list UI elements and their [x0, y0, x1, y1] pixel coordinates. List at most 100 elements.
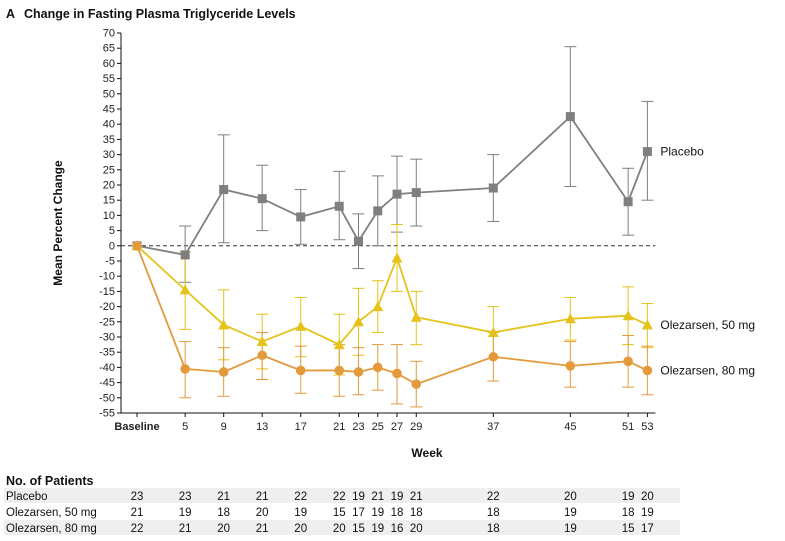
- olezarsen-80-mg-point: [623, 356, 633, 367]
- y-tick-label: 15: [103, 195, 115, 207]
- x-tick-label: 27: [391, 421, 403, 433]
- table-cell: 22: [131, 523, 144, 535]
- table-cell: 17: [641, 523, 654, 535]
- table-cell: 18: [391, 507, 404, 519]
- table-cell: 19: [564, 523, 577, 535]
- table-cell: 23: [179, 491, 192, 503]
- olezarsen-80-mg-point: [488, 351, 499, 362]
- table-cell: 21: [217, 491, 230, 503]
- table-cell: 20: [217, 523, 230, 535]
- x-axis: Baseline 5 9 13 17 21 23 25 27 29 37 45 51 53: [114, 412, 656, 433]
- table-cell: 15: [352, 523, 365, 535]
- x-tick-label: 17: [295, 421, 307, 433]
- olezarsen-50-mg-point: [179, 284, 191, 295]
- table-cell: 22: [487, 491, 500, 503]
- table-cell: 16: [391, 523, 404, 535]
- y-tick-label: 30: [103, 149, 115, 161]
- table-cell: 15: [333, 507, 346, 519]
- table-cell: 19: [391, 491, 404, 503]
- olezarsen-50-mg-point: [564, 313, 576, 324]
- x-tick-label: 23: [352, 421, 364, 433]
- placebo-point: [392, 189, 402, 199]
- table-cell: 19: [179, 507, 192, 519]
- x-tick-label: 45: [564, 421, 576, 433]
- olezarsen-80-mg-point: [353, 367, 364, 377]
- table-cell: 21: [256, 491, 269, 503]
- placebo-point: [257, 194, 267, 204]
- x-tick-label: 51: [622, 421, 634, 433]
- table-row-label: Olezarsen, 50 mg: [6, 507, 97, 519]
- patients-table-title: No. of Patients: [6, 474, 94, 488]
- patients-table: Placebo 23 23 21 21 22 22 19 21 19 21 22 20 19 20 Oleza…: [4, 488, 680, 535]
- table-row-label: Olezarsen, 80 mg: [6, 523, 97, 535]
- olezarsen-50-mg-point: [410, 311, 422, 322]
- table-cell: 21: [131, 507, 144, 519]
- placebo-label: Placebo: [660, 145, 704, 159]
- table-cell: 22: [294, 491, 307, 503]
- y-tick-label: -40: [99, 362, 115, 374]
- y-tick-label: 25: [103, 164, 115, 176]
- olezarsen-50-mg-point: [295, 320, 307, 331]
- olezarsen-50-mg-point: [256, 336, 268, 347]
- olezarsen-80-mg-point: [392, 368, 402, 379]
- y-tick-label: -45: [99, 377, 115, 389]
- placebo-point: [623, 197, 633, 207]
- olezarsen-80-mg-point: [372, 362, 383, 373]
- table-cell: 22: [333, 491, 346, 503]
- y-tick-label: -35: [99, 347, 115, 359]
- olezarsen-80-mg-point: [642, 365, 653, 376]
- table-cell: 19: [622, 491, 635, 503]
- x-tick-label: 5: [182, 421, 188, 433]
- y-tick-label: 10: [103, 210, 115, 222]
- x-tick-label: 9: [221, 421, 227, 433]
- table-cell: 21: [256, 523, 269, 535]
- placebo-point: [642, 147, 652, 157]
- olezarsen-50-mg-point: [487, 326, 499, 337]
- olezarsen-50-mg-point: [352, 316, 364, 327]
- y-tick-label: -50: [99, 392, 115, 404]
- table-cell: 18: [487, 523, 500, 535]
- x-tick-label: 29: [410, 421, 422, 433]
- chart-title: Change in Fasting Plasma Triglyceride Le…: [24, 7, 296, 21]
- y-tick-label: 50: [103, 88, 115, 100]
- x-tick-label: 25: [372, 421, 384, 433]
- series-labels: Placebo Olezarsen, 50 mg Olezarsen, 80 mg: [660, 145, 755, 378]
- placebo-point: [353, 236, 363, 246]
- olezarsen-80-mg-point: [257, 350, 267, 361]
- y-tick-label: -20: [99, 301, 115, 313]
- olezarsen-50-mg-point: [218, 319, 230, 330]
- series-lines: [136, 115, 649, 386]
- table-cell: 20: [410, 523, 423, 535]
- y-tick-label: 35: [103, 134, 115, 146]
- x-axis-title: Week: [411, 446, 442, 460]
- olezarsen-50-mg-point: [622, 310, 634, 321]
- table-cell: 19: [352, 491, 365, 503]
- placebo-point: [219, 185, 229, 195]
- y-tick-label: 60: [103, 58, 115, 70]
- table-cell: 20: [641, 491, 654, 503]
- olezarsen-80-mg-point: [218, 367, 229, 377]
- olezarsen-50-mg-point: [641, 319, 653, 330]
- olezarsen-80-mg-point: [411, 379, 422, 389]
- olezarsen-50-mg-point: [333, 339, 345, 350]
- x-tick-label: 37: [487, 421, 499, 433]
- table-cell: 18: [622, 507, 635, 519]
- placebo-point: [411, 188, 421, 198]
- table-row-band: [4, 488, 680, 503]
- y-tick-label: 0: [109, 240, 115, 252]
- table-cell: 19: [371, 523, 384, 535]
- placebo-point: [488, 183, 498, 193]
- table-cell: 18: [487, 507, 500, 519]
- x-tick-label: 13: [256, 421, 268, 433]
- table-row-label: Placebo: [6, 491, 48, 503]
- table-cell: 20: [333, 523, 346, 535]
- table-cell: 19: [371, 507, 384, 519]
- table-cell: 19: [564, 507, 577, 519]
- y-tick-label: -15: [99, 286, 115, 298]
- error-bars: [179, 46, 654, 408]
- table-cell: 18: [217, 507, 230, 519]
- olezarsen-50-mg-point: [372, 301, 384, 312]
- olezarsen-80-mg-line: [136, 245, 648, 386]
- panel-letter: A: [6, 7, 15, 21]
